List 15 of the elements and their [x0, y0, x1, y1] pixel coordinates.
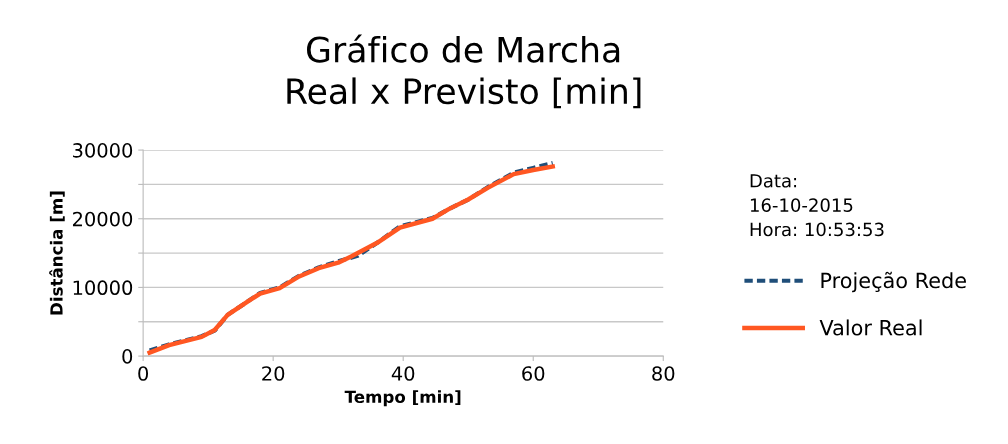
chart-title: Gráfico de Marcha Real x Previsto [min] — [287, 34, 641, 109]
x-tick-label: 40 — [391, 366, 415, 381]
x-tick-label: 80 — [652, 366, 675, 381]
x-tick-label: 0 — [138, 366, 149, 381]
text: Data: 16-10-2015 Hora: 10:53:53 — [750, 174, 884, 237]
legend-label: Valor Real — [819, 319, 922, 336]
x-axis-title: Tempo [min] — [344, 390, 461, 407]
x-tick-label: 20 — [262, 366, 285, 381]
y-axis-title: Distância [m] — [49, 191, 65, 315]
y-tick-label: 30000 — [73, 143, 133, 158]
legend-label: Projeção Rede — [821, 271, 966, 293]
y-tick-label: 20000 — [72, 211, 133, 227]
y-tick-label: 0 — [122, 349, 133, 364]
y-tick-label: 10000 — [73, 280, 133, 296]
x-tick-label: 60 — [522, 366, 545, 381]
